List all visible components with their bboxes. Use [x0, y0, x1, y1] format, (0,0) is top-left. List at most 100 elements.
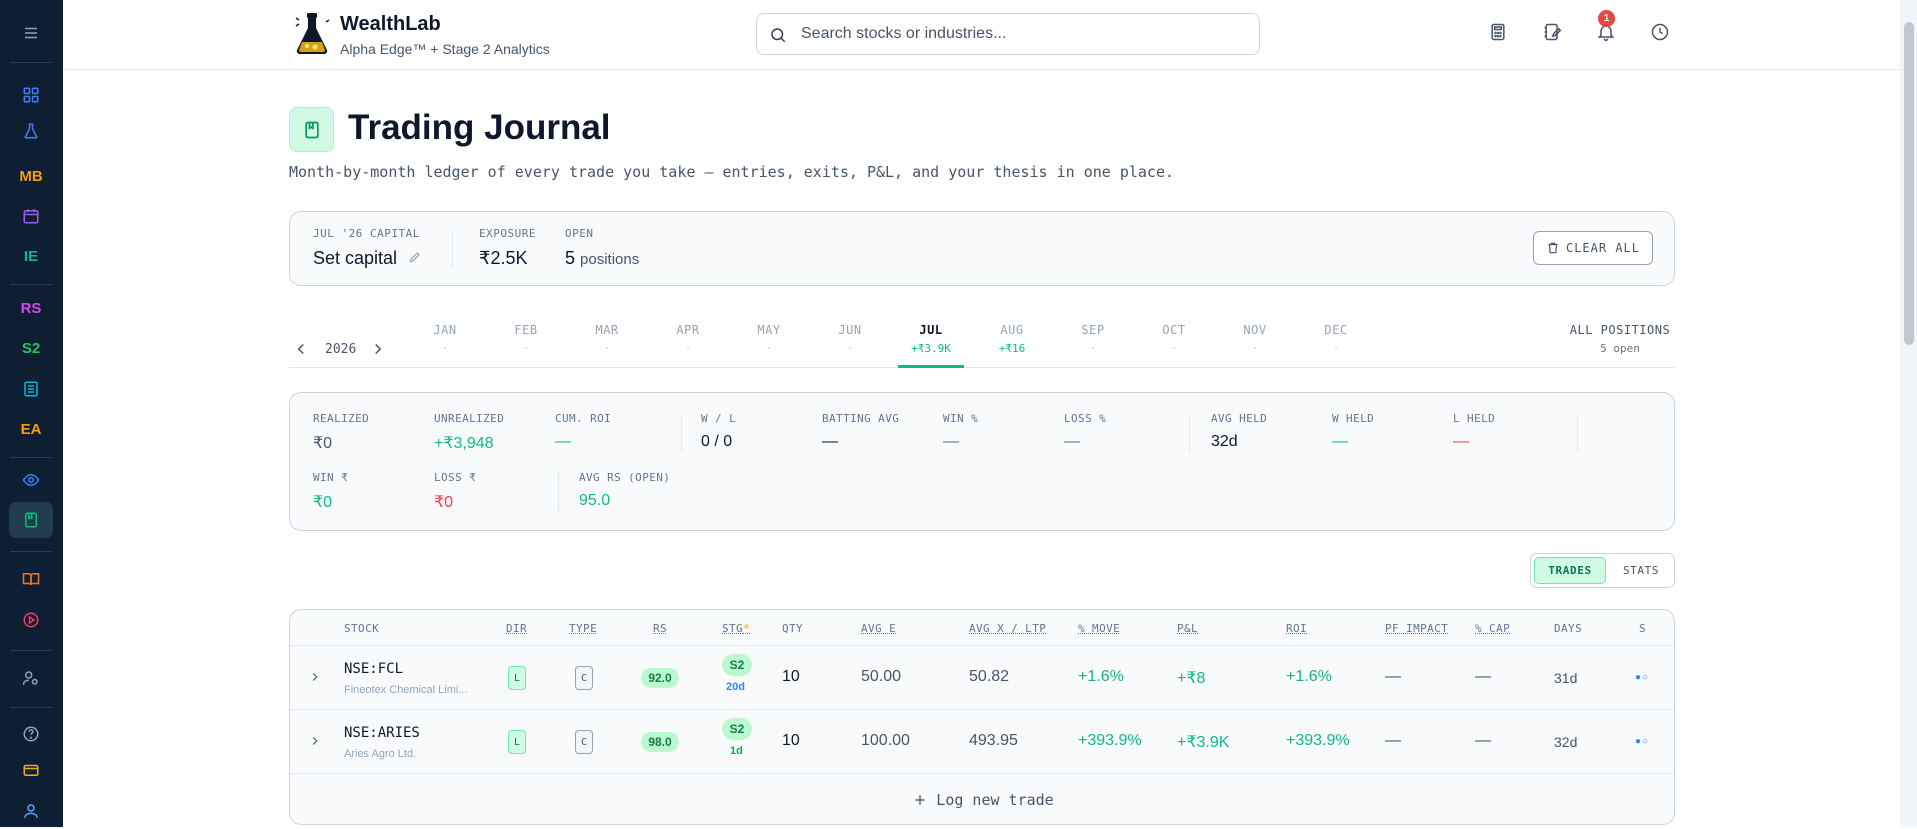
chevron-right-icon[interactable]	[308, 670, 322, 684]
help-icon	[23, 726, 39, 742]
sidebar-item-ea[interactable]: EA	[20, 420, 42, 438]
table-row[interactable]: NSE:ARIES Aries Agro Ltd. L C 98.0 S2 1d…	[290, 710, 1674, 774]
stage-days: 20d	[726, 681, 745, 693]
table-row[interactable]: NSE:FCL Fineotex Chemical Limi... L C 92…	[290, 646, 1674, 710]
col-avg-x[interactable]: AVG X / LTP	[969, 622, 1047, 635]
all-positions-tab[interactable]: ALL POSITIONS 5 open	[1565, 323, 1675, 355]
col-pnl[interactable]: P&L	[1177, 622, 1199, 635]
sidebar-item-building[interactable]	[9, 371, 53, 407]
col-pf[interactable]: PF IMPACT	[1385, 622, 1449, 635]
stat-wl: W / L 0 / 0	[701, 412, 736, 451]
sidebar-item-dashboard[interactable]	[9, 77, 53, 113]
sidebar-item-lab[interactable]	[9, 113, 53, 149]
search-box	[756, 13, 1260, 55]
col-rs[interactable]: RS	[653, 622, 668, 635]
chevron-right-icon[interactable]	[369, 340, 387, 358]
stage-badge: S2	[722, 654, 752, 676]
sidebar-item-video[interactable]	[9, 602, 53, 638]
notes-button[interactable]	[1542, 22, 1564, 44]
col-roi[interactable]: ROI	[1286, 622, 1308, 635]
col-dir[interactable]: DIR	[506, 622, 528, 635]
sidebar-item-profile[interactable]	[9, 793, 53, 829]
stat-value: 95.0	[579, 492, 611, 509]
stat-label: LOSS %	[1064, 412, 1107, 425]
stat-value: ₹0	[313, 494, 333, 511]
col-avg-e[interactable]: AVG E	[861, 622, 897, 635]
sidebar-item-help[interactable]	[9, 716, 53, 752]
stats-toggle[interactable]: STATS	[1622, 564, 1660, 577]
chevron-left-icon[interactable]	[292, 340, 310, 358]
sidebar-item-mb[interactable]: MB	[19, 167, 43, 185]
month-tab-apr[interactable]: APR ·	[655, 318, 721, 368]
col-cap[interactable]: % CAP	[1475, 622, 1511, 635]
month-value: ·	[1332, 342, 1340, 355]
trades-toggle[interactable]: TRADES	[1534, 557, 1606, 584]
log-new-trade-button[interactable]: Log new trade	[290, 774, 1674, 824]
sidebar-item-journal[interactable]	[9, 502, 53, 538]
sidebar-item-watch[interactable]	[9, 462, 53, 498]
page-subtitle: Month-by-month ledger of every trade you…	[289, 163, 1175, 181]
sidebar-divider	[10, 551, 52, 552]
month-tab-nov[interactable]: NOV ·	[1222, 318, 1288, 368]
month-name: FEB	[514, 323, 538, 337]
scrollbar-thumb[interactable]	[1904, 22, 1914, 345]
brand-name: WealthLab	[340, 13, 441, 35]
stat-divider	[681, 414, 682, 452]
plus-icon	[915, 795, 925, 805]
month-tab-jul[interactable]: JUL +₹3.9K	[898, 318, 964, 368]
col-days[interactable]: DAYS	[1554, 622, 1583, 635]
month-tab-jun[interactable]: JUN ·	[817, 318, 883, 368]
company-name: Aries Agro Ltd.	[344, 748, 417, 760]
sidebar-item-learn[interactable]	[9, 561, 53, 597]
month-name: NOV	[1243, 323, 1267, 337]
col-s[interactable]: S	[1639, 622, 1647, 635]
sidebar-item-ie[interactable]: IE	[23, 247, 39, 265]
search-input[interactable]	[801, 14, 1241, 54]
stat-value: 0 / 0	[701, 433, 733, 450]
sidebar-divider	[10, 707, 52, 708]
stat-l-held: L HELD —	[1453, 412, 1495, 451]
month-tab-aug[interactable]: AUG +₹16	[979, 318, 1045, 368]
stock-symbol[interactable]: NSE:FCL	[344, 661, 404, 677]
col-move[interactable]: % MOVE	[1078, 622, 1121, 635]
menu-icon[interactable]	[9, 15, 53, 51]
sidebar-item-rs[interactable]: RS	[20, 299, 42, 317]
month-tab-sep[interactable]: SEP ·	[1060, 318, 1126, 368]
month-tab-feb[interactable]: FEB ·	[493, 318, 559, 368]
col-stg[interactable]: STG*	[722, 622, 750, 635]
stat-value: ₹0	[434, 494, 454, 511]
year-label: 2026	[325, 342, 357, 357]
pnl-value: +₹3.9K	[1177, 734, 1230, 751]
search-icon	[771, 28, 786, 43]
month-tab-oct[interactable]: OCT ·	[1141, 318, 1207, 368]
stock-symbol[interactable]: NSE:ARIES	[344, 725, 420, 741]
move-value: +1.6%	[1078, 668, 1124, 685]
stat-unrealized: UNREALIZED +₹3,948	[434, 412, 504, 453]
history-button[interactable]	[1650, 22, 1672, 44]
month-name: JAN	[433, 323, 457, 337]
trades-table: STOCK DIR TYPE RS STG* QTY AVG E AVG X /…	[289, 609, 1675, 825]
clear-all-button[interactable]: CLEAR ALL	[1533, 231, 1653, 265]
sidebar-item-s2[interactable]: S2	[21, 339, 41, 357]
set-capital-button[interactable]: Set capital	[313, 248, 422, 269]
sidebar-item-users[interactable]	[9, 660, 53, 696]
month-tab-may[interactable]: MAY ·	[736, 318, 802, 368]
month-tab-dec[interactable]: DEC ·	[1303, 318, 1369, 368]
sidebar-item-calendar[interactable]	[9, 198, 53, 234]
calculator-button[interactable]	[1488, 22, 1510, 44]
qty-value: 10	[782, 732, 800, 749]
notifications-button[interactable]	[1596, 22, 1618, 44]
col-stock[interactable]: STOCK	[344, 622, 380, 635]
page-title: Trading Journal	[348, 108, 611, 147]
col-stg-label: STG	[722, 622, 744, 635]
col-qty[interactable]: QTY	[782, 622, 804, 635]
page-scrollbar[interactable]	[1900, 0, 1917, 827]
stat-loss-pct: LOSS % —	[1064, 412, 1106, 451]
col-type[interactable]: TYPE	[569, 622, 598, 635]
month-tab-mar[interactable]: MAR ·	[574, 318, 640, 368]
stat-label: W HELD	[1332, 412, 1375, 425]
book-icon	[22, 573, 40, 586]
sidebar-item-billing[interactable]	[9, 752, 53, 788]
month-tab-jan[interactable]: JAN ·	[412, 318, 478, 368]
chevron-right-icon[interactable]	[308, 734, 322, 748]
